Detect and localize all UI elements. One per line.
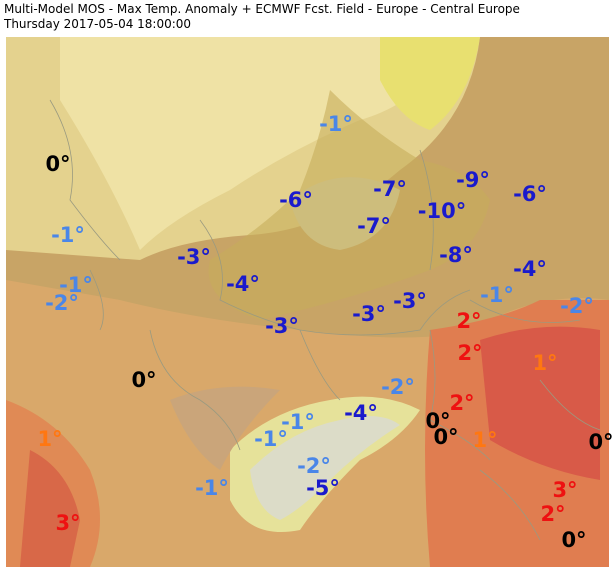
anomaly-label: -3° xyxy=(393,289,427,313)
anomaly-label: 0° xyxy=(433,425,458,449)
title: Multi-Model MOS - Max Temp. Anomaly + EC… xyxy=(4,2,520,16)
map-background xyxy=(6,37,609,567)
labels: -1° 0° -9° -7° -6° -6° -10° -7° -1° -3° … xyxy=(37,112,612,552)
anomaly-label: -10° xyxy=(418,199,466,223)
borders xyxy=(49,99,601,541)
anomaly-label: -1° xyxy=(281,410,315,434)
anomaly-label: -1° xyxy=(319,112,353,136)
anomaly-label: 0° xyxy=(425,409,450,433)
anomaly-label: 0° xyxy=(45,152,70,176)
anomaly-label: 3° xyxy=(552,478,577,502)
anomaly-label: -1° xyxy=(480,283,514,307)
anomaly-label: -1° xyxy=(59,273,93,297)
anomaly-label: -2° xyxy=(45,291,79,315)
anomaly-label: -3° xyxy=(352,302,386,326)
anomaly-label: -1° xyxy=(254,427,288,451)
anomaly-label: -6° xyxy=(279,188,313,212)
anomaly-label: -1° xyxy=(195,476,229,500)
anomaly-label: -3° xyxy=(177,245,211,269)
anomaly-label: 1° xyxy=(532,351,557,375)
anomaly-label: -4° xyxy=(513,257,547,281)
anomaly-label: -7° xyxy=(357,214,391,238)
anomaly-label: -1° xyxy=(51,223,85,247)
anomaly-label: -3° xyxy=(265,314,299,338)
anomaly-label: -7° xyxy=(373,177,407,201)
anomaly-label: -6° xyxy=(513,182,547,206)
anomaly-label: -8° xyxy=(439,243,473,267)
anomaly-label: -5° xyxy=(306,476,340,500)
anomaly-label: -2° xyxy=(560,294,594,318)
anomaly-label: 0° xyxy=(561,528,586,552)
anomaly-label: 2° xyxy=(540,502,565,526)
anomaly-label: -9° xyxy=(456,168,490,192)
anomaly-label: 0° xyxy=(588,430,612,454)
anomaly-label: 2° xyxy=(449,391,474,415)
subtitle: Thursday 2017-05-04 18:00:00 xyxy=(4,17,192,31)
anomaly-label: 1° xyxy=(37,427,62,451)
anomaly-label: 0° xyxy=(131,368,156,392)
anomaly-label: 3° xyxy=(55,511,80,535)
anomaly-label: -4° xyxy=(226,272,260,296)
header: Multi-Model MOS - Max Temp. Anomaly + EC… xyxy=(4,2,520,32)
anomaly-label: 2° xyxy=(456,309,481,333)
anomaly-label: -2° xyxy=(297,454,331,478)
anomaly-label: 2° xyxy=(457,341,482,365)
anomaly-label: 1° xyxy=(472,428,497,452)
anomaly-label: -2° xyxy=(381,375,415,399)
anomaly-label: -4° xyxy=(344,401,378,425)
